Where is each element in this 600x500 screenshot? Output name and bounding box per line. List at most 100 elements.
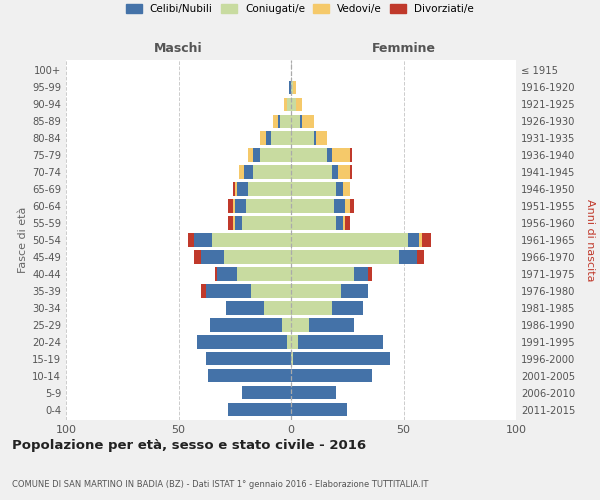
Bar — [291, 386, 336, 400]
Bar — [408, 234, 419, 246]
Bar — [349, 148, 352, 162]
Bar — [210, 318, 282, 332]
Bar — [215, 268, 217, 280]
Bar — [316, 132, 327, 144]
Bar — [233, 200, 235, 212]
Bar — [217, 268, 237, 280]
Bar — [349, 166, 352, 178]
Bar — [367, 268, 372, 280]
Bar — [212, 234, 291, 246]
Bar — [336, 216, 343, 230]
Bar — [289, 80, 291, 94]
Bar — [331, 166, 338, 178]
Bar — [284, 98, 287, 111]
Bar — [205, 284, 251, 298]
Bar — [271, 132, 291, 144]
Bar — [291, 369, 372, 382]
Bar — [194, 234, 212, 246]
Bar — [291, 98, 296, 111]
Bar — [334, 200, 345, 212]
Bar — [421, 234, 431, 246]
Bar — [241, 216, 291, 230]
Bar — [235, 216, 241, 230]
Bar — [343, 216, 345, 230]
Bar — [302, 114, 314, 128]
Bar — [228, 216, 233, 230]
Bar — [248, 148, 253, 162]
Bar — [273, 114, 277, 128]
Bar — [309, 318, 354, 332]
Bar — [291, 268, 354, 280]
Bar — [264, 302, 291, 314]
Bar — [291, 302, 331, 314]
Bar — [233, 182, 235, 196]
Bar — [343, 182, 349, 196]
Bar — [291, 132, 314, 144]
Bar — [291, 234, 408, 246]
Bar — [291, 216, 336, 230]
Bar — [399, 250, 417, 264]
Bar — [253, 148, 260, 162]
Bar — [291, 166, 331, 178]
Bar — [235, 182, 237, 196]
Bar — [260, 132, 266, 144]
Bar — [291, 318, 309, 332]
Bar — [197, 336, 287, 348]
Bar — [331, 302, 363, 314]
Bar — [327, 148, 331, 162]
Bar — [208, 369, 291, 382]
Bar — [194, 250, 201, 264]
Bar — [239, 166, 244, 178]
Bar — [248, 182, 291, 196]
Bar — [233, 216, 235, 230]
Text: Popolazione per età, sesso e stato civile - 2016: Popolazione per età, sesso e stato civil… — [12, 440, 366, 452]
Bar — [251, 284, 291, 298]
Bar — [253, 166, 291, 178]
Bar — [266, 132, 271, 144]
Bar — [314, 132, 316, 144]
Bar — [296, 98, 302, 111]
Bar — [345, 216, 349, 230]
Bar — [228, 403, 291, 416]
Bar — [237, 268, 291, 280]
Bar — [241, 386, 291, 400]
Bar — [300, 114, 302, 128]
Bar — [354, 268, 367, 280]
Bar — [287, 98, 291, 111]
Bar — [291, 284, 341, 298]
Bar — [260, 148, 291, 162]
Bar — [336, 182, 343, 196]
Bar — [237, 182, 248, 196]
Bar — [291, 182, 336, 196]
Bar — [291, 336, 298, 348]
Bar — [246, 200, 291, 212]
Bar — [419, 234, 421, 246]
Bar — [331, 148, 349, 162]
Bar — [291, 80, 293, 94]
Text: Femmine: Femmine — [371, 42, 436, 55]
Bar — [277, 114, 280, 128]
Bar — [291, 148, 327, 162]
Bar — [228, 200, 233, 212]
Bar — [293, 80, 296, 94]
Text: COMUNE DI SAN MARTINO IN BADIA (BZ) - Dati ISTAT 1° gennaio 2016 - Elaborazione : COMUNE DI SAN MARTINO IN BADIA (BZ) - Da… — [12, 480, 428, 489]
Bar — [235, 200, 246, 212]
Bar — [282, 318, 291, 332]
Bar — [338, 166, 349, 178]
Bar — [293, 352, 390, 366]
Bar — [291, 250, 399, 264]
Bar — [287, 336, 291, 348]
Bar — [201, 284, 205, 298]
Bar — [298, 336, 383, 348]
Bar — [205, 352, 291, 366]
Y-axis label: Anni di nascita: Anni di nascita — [585, 198, 595, 281]
Bar — [417, 250, 424, 264]
Bar — [280, 114, 291, 128]
Bar — [291, 403, 347, 416]
Bar — [349, 200, 354, 212]
Bar — [345, 200, 349, 212]
Bar — [291, 200, 334, 212]
Bar — [291, 352, 293, 366]
Y-axis label: Fasce di età: Fasce di età — [18, 207, 28, 273]
Legend: Celibi/Nubili, Coniugati/e, Vedovi/e, Divorziati/e: Celibi/Nubili, Coniugati/e, Vedovi/e, Di… — [122, 0, 478, 18]
